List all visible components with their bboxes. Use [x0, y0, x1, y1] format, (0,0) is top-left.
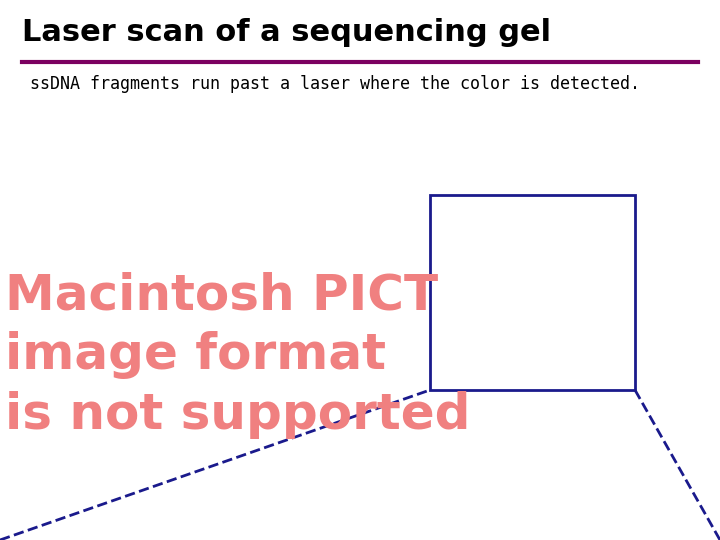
Text: image format: image format	[5, 331, 386, 379]
Text: Macintosh PICT: Macintosh PICT	[5, 271, 438, 319]
Bar	[430, 195, 635, 390]
Text: ssDNA fragments run past a laser where the color is detected.: ssDNA fragments run past a laser where t…	[30, 75, 640, 93]
Text: Laser scan of a sequencing gel: Laser scan of a sequencing gel	[22, 18, 551, 47]
Text: is not supported: is not supported	[5, 391, 470, 439]
